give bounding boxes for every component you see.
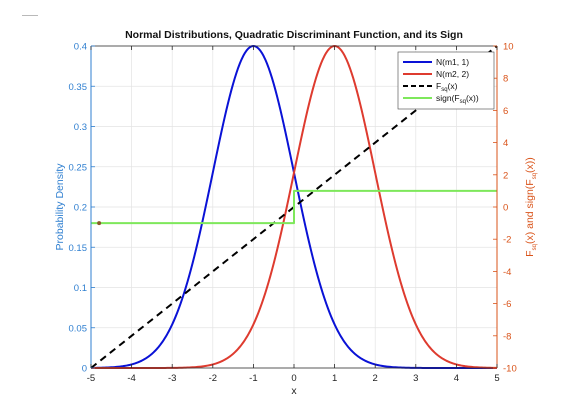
legend-entry-4-end: (x)) xyxy=(466,93,479,103)
y-right-tick-label: -8 xyxy=(503,331,511,342)
legend-entry-4-main: sign(F xyxy=(436,93,460,103)
y-left-tick-label: 0.1 xyxy=(74,283,87,294)
ticks: -5 -4 -3 -2 -1 0 1 2 3 4 500.050.10.150.20.250.30.… xyxy=(69,42,517,385)
y-right-axis-label: Fsq(x) and sign(Fsq(x)) xyxy=(524,157,538,257)
y-left-tick-label: 0 xyxy=(82,364,87,375)
x-tick-label: -2 xyxy=(209,373,217,384)
x-tick-label: 3 xyxy=(413,373,418,384)
y-left-tick-label: 0.35 xyxy=(69,82,88,93)
fsq-dashed-line xyxy=(90,45,498,369)
y-right-tick-label: 2 xyxy=(503,170,508,181)
legend-entry-3: Fsq(x) xyxy=(436,81,458,93)
y-left-tick-label: 0.15 xyxy=(69,243,88,254)
x-tick-label: 1 xyxy=(332,373,337,384)
legend-entry-3-end: (x) xyxy=(448,81,458,91)
y-left-axis-label: Probability Density xyxy=(54,163,66,251)
y-right-label-sub2: sq xyxy=(532,173,538,179)
legend-entry-3-main: F xyxy=(436,81,441,91)
legend-entry-4: sign(Fsq(x)) xyxy=(436,93,479,105)
sign-fsq-line xyxy=(91,189,497,225)
sign-line-start-marker xyxy=(97,221,102,226)
chart-title: Normal Distributions, Quadratic Discrimi… xyxy=(125,29,463,41)
legend-entry-4-sub: sq xyxy=(460,99,466,105)
page-top-rule xyxy=(22,15,38,16)
x-axis-label: x xyxy=(291,385,297,397)
y-right-label-main: F xyxy=(524,250,536,256)
y-left-tick-label: 0.4 xyxy=(74,42,87,53)
x-tick-label: -4 xyxy=(127,373,135,384)
y-left-tick-label: 0.2 xyxy=(74,203,87,214)
legend-entry-1: N(m1, 1) xyxy=(436,57,469,67)
y-left-tick-label: 0.3 xyxy=(74,122,87,133)
x-tick-label: -5 xyxy=(87,373,95,384)
x-tick-label: 2 xyxy=(373,373,378,384)
y-right-tick-label: 0 xyxy=(503,203,508,214)
legend-entry-3-sub: sq xyxy=(441,87,447,93)
y-right-label-rest: (x) and sign(F xyxy=(524,179,536,244)
y-right-tick-label: -2 xyxy=(503,235,511,246)
y-left-tick-label: 0.05 xyxy=(69,323,88,334)
y-right-label-sub: sq xyxy=(532,244,538,250)
legend: N(m1, 1) N(m2, 2) Fsq(x) sign(Fsq(x)) xyxy=(397,51,495,110)
y-right-tick-label: 4 xyxy=(503,138,508,149)
legend-entry-2: N(m2, 2) xyxy=(436,69,469,79)
x-tick-label: -1 xyxy=(249,373,257,384)
y-right-tick-label: -4 xyxy=(503,267,511,278)
y-right-tick-label: -6 xyxy=(503,299,511,310)
x-tick-label: 0 xyxy=(291,373,296,384)
x-tick-label: 5 xyxy=(494,373,499,384)
x-tick-label: 4 xyxy=(454,373,459,384)
y-right-label-end: (x)) xyxy=(524,157,536,173)
y-right-tick-label: -10 xyxy=(503,364,517,375)
y-right-tick-label: 8 xyxy=(503,74,508,85)
y-right-tick-label: 6 xyxy=(503,106,508,117)
y-right-tick-label: 10 xyxy=(503,42,514,53)
x-tick-label: -3 xyxy=(168,373,176,384)
y-left-tick-label: 0.25 xyxy=(69,162,88,173)
